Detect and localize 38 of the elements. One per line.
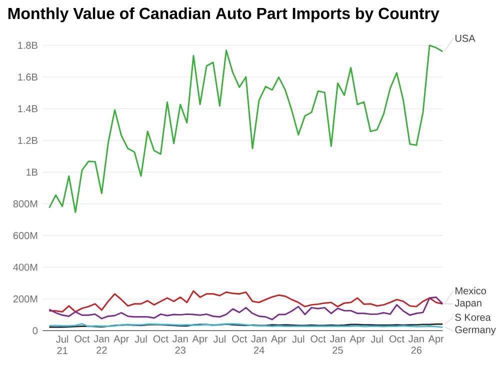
- y-tick-label: 1.6B: [18, 73, 38, 81]
- x-tick-label: Jul 21: [56, 335, 68, 354]
- y-tick-label: 600M: [13, 232, 38, 240]
- y-tick-label: 800M: [13, 200, 38, 208]
- line-series: [48, 44, 444, 213]
- chart-title: Monthly Value of Canadian Auto Part Imports by Country: [8, 7, 440, 22]
- y-tick-label: 400M: [13, 264, 38, 271]
- y-tick-label: 1B: [26, 168, 38, 176]
- series-label: USA: [456, 34, 476, 42]
- series-label: S Korea: [455, 314, 491, 321]
- y-tick-label: 0: [32, 327, 38, 334]
- line-series: [48, 290, 444, 313]
- y-tick-label: 1.4B: [18, 105, 38, 112]
- x-tick-label: Oct: [232, 335, 248, 342]
- x-tick-label: Jan 22: [94, 335, 110, 354]
- x-tick-label: Jul: [292, 335, 304, 343]
- series-label: Germany: [455, 326, 496, 336]
- x-tick-label: Jul: [370, 335, 383, 343]
- x-tick-label: Apr: [350, 335, 366, 344]
- x-tick-label: Apr: [114, 335, 129, 344]
- series-label: Japan: [454, 300, 482, 308]
- x-tick-label: Jan 26: [408, 335, 424, 354]
- y-tick-label: 1.2B: [18, 136, 38, 144]
- y-tick-label: 200M: [13, 295, 38, 303]
- x-tick-label: Apr: [428, 335, 444, 344]
- series-label: Mexico: [456, 287, 486, 294]
- x-tick-label: Jan 25: [330, 335, 346, 354]
- x-tick-label: Apr: [192, 335, 208, 344]
- x-tick-label: Oct: [310, 335, 326, 342]
- x-tick-label: Jul: [213, 335, 226, 343]
- x-tick-label: Jan 23: [172, 335, 188, 354]
- x-tick-label: Oct: [389, 335, 404, 342]
- x-tick-label: Jan 24: [251, 335, 266, 354]
- x-tick-label: Jul: [134, 335, 147, 343]
- x-tick-label: Oct: [153, 335, 168, 342]
- x-tick-label: Apr: [270, 335, 286, 344]
- y-tick-label: 1.8B: [18, 42, 38, 49]
- x-tick-label: Oct: [74, 335, 90, 342]
